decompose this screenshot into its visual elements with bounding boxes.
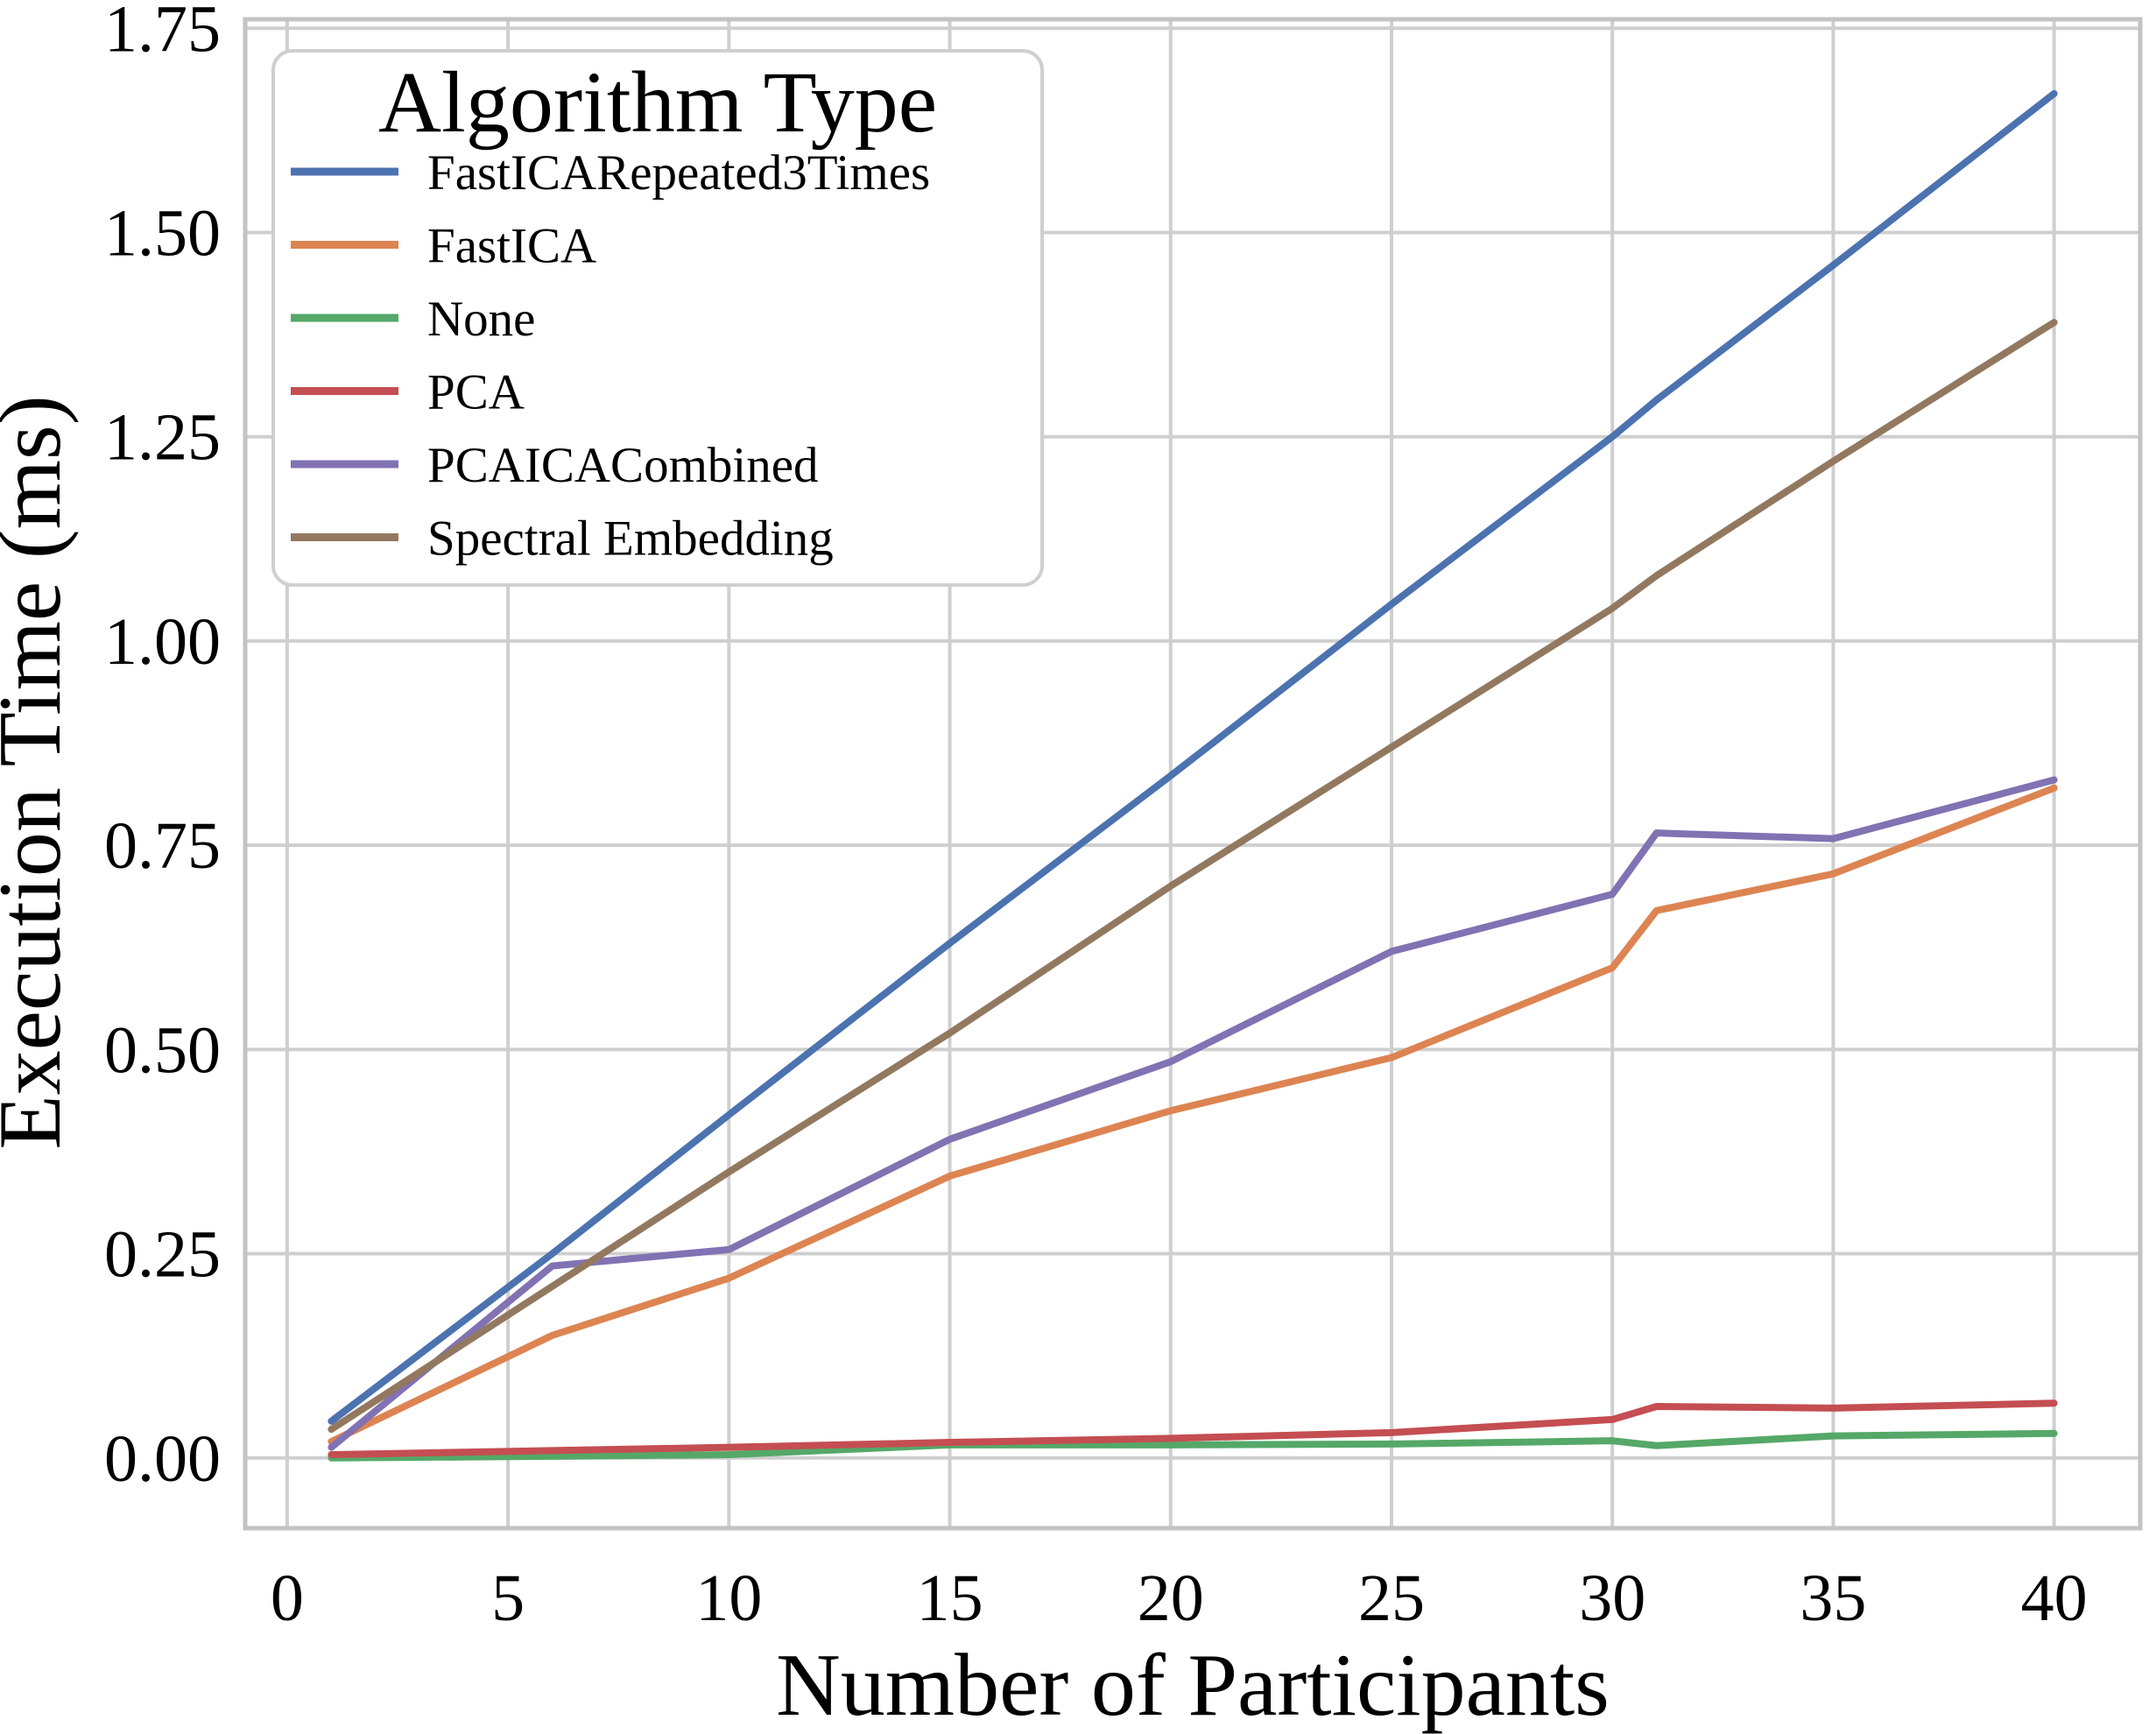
series-line-pcaicacombined bbox=[328, 776, 2058, 1451]
x-tick-label: 25 bbox=[1358, 1561, 1425, 1635]
legend-label: PCAICACombined bbox=[427, 438, 819, 493]
plot-border bbox=[243, 17, 2143, 1531]
legend-items: FastICARepeated3Times FastICA None PCA PCAIC… bbox=[291, 145, 930, 567]
y-tick-label: 1.75 bbox=[104, 0, 221, 66]
legend-item: PCA bbox=[291, 365, 525, 420]
series-line-none bbox=[328, 1429, 2058, 1462]
legend-item: FastICA bbox=[291, 219, 596, 274]
legend-item: FastICARepeated3Times bbox=[291, 145, 930, 201]
x-tick-label: 5 bbox=[491, 1561, 525, 1635]
x-tick-label: 10 bbox=[695, 1561, 762, 1635]
x-tick-label: 20 bbox=[1138, 1561, 1204, 1635]
series-line-fasticarepeated3times bbox=[328, 89, 2058, 1425]
x-tick-label: 0 bbox=[271, 1561, 304, 1635]
gridlines bbox=[245, 19, 2140, 1528]
x-tick-labels: 0 5 10 15 20 25 30 35 40 bbox=[271, 1561, 2088, 1635]
y-tick-label: 0.00 bbox=[104, 1422, 221, 1496]
y-tick-label: 1.00 bbox=[104, 605, 221, 679]
series-line-fastica bbox=[328, 784, 2058, 1446]
x-tick-label: 35 bbox=[1800, 1561, 1866, 1635]
legend-title: Algorithm Type bbox=[378, 53, 937, 151]
y-tick-labels: 0.00 0.25 0.50 0.75 1.00 1.25 1.50 1.75 bbox=[104, 0, 221, 1496]
legend-label: Spectral Embedding bbox=[427, 511, 834, 567]
legend-item: PCAICACombined bbox=[291, 438, 819, 493]
legend-label: PCA bbox=[427, 365, 525, 420]
y-axis-label: Execution Time (ms) bbox=[0, 395, 80, 1149]
series-lines bbox=[328, 89, 2058, 1462]
legend-label: None bbox=[427, 292, 535, 347]
y-tick-label: 1.50 bbox=[104, 196, 221, 270]
legend-label: FastICA bbox=[427, 219, 596, 274]
y-tick-label: 0.25 bbox=[104, 1218, 221, 1292]
legend-label: FastICARepeated3Times bbox=[427, 145, 930, 201]
series-line-pca bbox=[328, 1399, 2058, 1459]
x-tick-label: 40 bbox=[2021, 1561, 2088, 1635]
legend-item: None bbox=[291, 292, 535, 347]
x-tick-label: 15 bbox=[917, 1561, 983, 1635]
x-tick-label: 30 bbox=[1579, 1561, 1645, 1635]
legend-box bbox=[271, 49, 1044, 587]
series-line-spectral-embedding bbox=[328, 319, 2058, 1434]
y-tick-label: 0.50 bbox=[104, 1013, 221, 1087]
legend: Algorithm Type FastICARepeated3TimesFast… bbox=[271, 49, 1044, 587]
legend-item: Spectral Embedding bbox=[291, 511, 834, 567]
y-tick-label: 1.25 bbox=[104, 401, 221, 475]
y-tick-label: 0.75 bbox=[104, 809, 221, 883]
x-axis-label: Number of Participants bbox=[776, 1636, 1610, 1734]
